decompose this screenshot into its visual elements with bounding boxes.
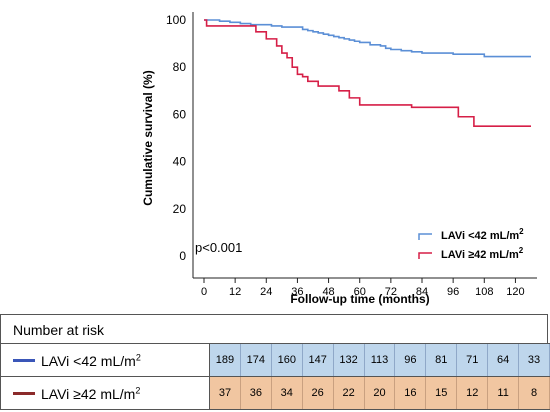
series-line-lavi-low: [204, 19, 531, 58]
survival-chart: 0 20 40 60 80 100 0 12 24 36 48 60 72 84 96 108 120 p<0.…: [141, 12, 537, 306]
y-tick-label: 80: [173, 60, 187, 74]
x-axis-label: Follow-up time (months): [290, 292, 429, 306]
risk-row-label-text: LAVi ≥42 mL/m: [41, 386, 136, 402]
risk-cell: 113: [365, 344, 396, 376]
x-tick-label: 108: [475, 286, 493, 298]
p-value-annotation: p<0.001: [195, 240, 242, 255]
y-tick-label: 60: [173, 107, 187, 121]
series-line-lavi-high: [204, 19, 531, 127]
number-at-risk-table: Number at risk LAVi <42 mL/m2 189 174 16…: [0, 314, 550, 412]
risk-cell: 34: [272, 377, 303, 409]
y-tick-label: 0: [179, 249, 186, 263]
x-tick-label: 60: [354, 286, 366, 298]
risk-cell: 174: [241, 344, 272, 376]
risk-cell: 12: [457, 377, 489, 409]
x-tick-label: 84: [416, 286, 428, 298]
risk-cell: 33: [519, 344, 550, 376]
risk-cell: 16: [395, 377, 427, 409]
risk-row-color-swatch: [13, 359, 35, 362]
risk-row-cells: 189 174 160 147 132 113 96 81 71 64 33: [210, 343, 550, 377]
x-tick-label: 24: [260, 286, 272, 298]
risk-cell: 20: [365, 377, 396, 409]
legend-label-lavi-low: LAVi <42 mL/m2: [441, 227, 524, 242]
risk-cell: 8: [519, 377, 550, 409]
x-tick-label: 48: [322, 286, 334, 298]
risk-row-label-sup: 2: [135, 385, 141, 396]
y-tick-label: 40: [173, 155, 187, 169]
risk-cell: 189: [210, 344, 241, 376]
x-tick-label: 12: [229, 286, 241, 298]
y-axis-label: Cumulative survival (%): [141, 70, 155, 205]
risk-cell: 26: [303, 377, 334, 409]
chart-axes: 0 20 40 60 80 100 0 12 24 36 48 60 72 84 96 108 120: [166, 12, 537, 298]
legend-swatch-lavi-low: [418, 233, 432, 240]
risk-row-cells: 37 36 34 26 22 20 16 15 12 11 8: [210, 376, 550, 410]
x-tick-label: 72: [385, 286, 397, 298]
risk-cell: 160: [272, 344, 303, 376]
risk-cell: 15: [426, 377, 458, 409]
risk-cell: 37: [210, 377, 241, 409]
risk-row-label: LAVi <42 mL/m2: [0, 343, 210, 377]
x-tick-label: 0: [201, 286, 207, 298]
y-tick-label: 100: [166, 13, 186, 27]
chart-curves: [204, 19, 531, 127]
legend-swatch-lavi-high: [418, 252, 432, 259]
risk-table-header: Number at risk: [0, 314, 548, 344]
risk-cell: 64: [488, 344, 520, 376]
risk-cell: 11: [488, 377, 520, 409]
x-tick-label: 120: [506, 286, 524, 298]
risk-cell: 71: [457, 344, 489, 376]
legend-label-lavi-high: LAVi ≥42 mL/m2: [441, 246, 524, 261]
risk-cell: 132: [334, 344, 365, 376]
risk-cell: 96: [395, 344, 427, 376]
risk-cell: 147: [303, 344, 334, 376]
x-tick-label: 96: [447, 286, 459, 298]
risk-row-label: LAVi ≥42 mL/m2: [0, 376, 210, 410]
risk-cell: 81: [426, 344, 458, 376]
risk-row-label-sup: 2: [135, 352, 141, 363]
risk-row-lavi-high: LAVi ≥42 mL/m2 37 36 34 26 22 20 16 15 1…: [0, 376, 550, 410]
chart-legend: LAVi <42 mL/m2 LAVi ≥42 mL/m2: [418, 227, 524, 261]
y-tick-label: 20: [173, 202, 187, 216]
risk-row-lavi-low: LAVi <42 mL/m2 189 174 160 147 132 113 9…: [0, 343, 550, 377]
risk-cell: 22: [334, 377, 365, 409]
risk-row-label-text: LAVi <42 mL/m: [41, 353, 136, 369]
x-tick-label: 36: [291, 286, 303, 298]
risk-cell: 36: [241, 377, 272, 409]
risk-row-color-swatch: [13, 392, 35, 395]
